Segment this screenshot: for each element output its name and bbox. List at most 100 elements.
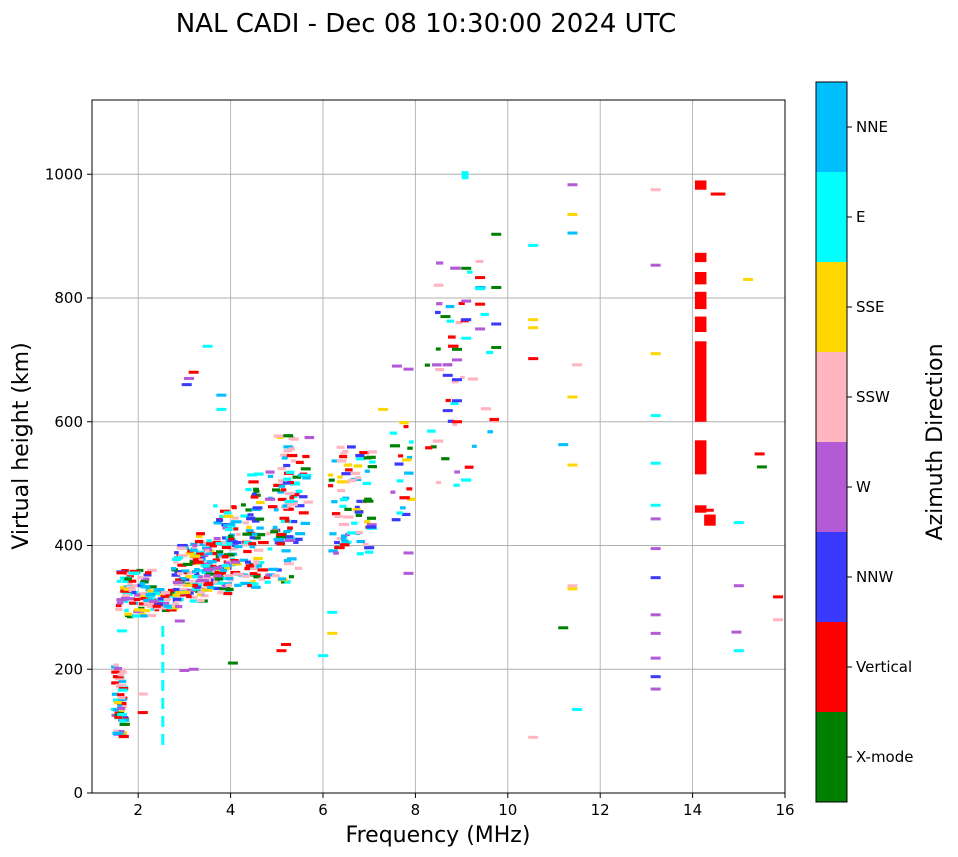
echo-point [137,692,148,696]
echo-point [528,735,539,739]
echo-mark [475,259,484,264]
echo-point [567,231,578,235]
echo-mark [116,683,127,687]
echo-mark [182,562,193,567]
echo-mark [486,350,494,355]
echo-mark [472,444,477,448]
echo-mark [118,729,125,734]
echo-point [117,629,128,633]
echo-point [650,517,661,521]
echo-point [567,463,578,467]
echo-mark [346,445,356,449]
echo-mark [328,478,335,482]
echo-mark [250,495,259,499]
echo-mark [164,597,171,602]
echo-mark [365,550,374,554]
echo-mark [336,545,345,550]
y-tick-label: 1000 [45,165,83,183]
echo-mark [215,541,223,546]
echo-mark [267,547,273,551]
echo-mark [283,562,294,566]
echo-mark [174,556,184,560]
echo-mark [213,521,223,525]
echo-mark [282,481,291,485]
echo-mark [196,532,205,536]
echo-mark [253,548,264,552]
echo-mark [400,506,406,510]
echo-mark [249,545,256,549]
echo-mark [347,478,357,483]
echo-point [567,584,578,588]
echo-point [773,595,784,599]
echo-mark [192,583,198,587]
echo-mark [253,556,263,561]
echo-mark [145,593,156,597]
echo-mark [347,531,356,535]
echo-mark [213,504,218,508]
echo-mark [450,401,459,406]
echo-mark [288,502,298,507]
echo-mark [289,496,295,500]
echo-mark [396,511,403,515]
echo-mark [356,552,364,556]
echo-mark [191,587,202,591]
echo-mark [399,496,410,500]
echo-mark [117,688,128,692]
echo-mark [201,570,210,575]
echo-mark [195,583,203,587]
echo-mark [185,594,191,598]
echo-point [650,461,661,465]
echo-mark [391,518,401,522]
echo-mark [121,593,130,598]
echo-mark [213,580,218,584]
echo-mark [223,514,234,518]
echo-mark [278,484,286,488]
echo-mark [206,542,213,546]
echo-segment [694,316,707,333]
echo-mark [277,497,287,502]
echo-mark [172,587,180,592]
echo-mark [120,589,131,593]
echo-mark [177,554,188,558]
echo-mark [344,507,352,511]
echo-point [461,266,472,270]
echo-mark [115,603,122,608]
echo-mark [279,516,290,520]
echo-mark [173,560,179,564]
echo-point [475,327,486,331]
echo-mark [334,540,340,545]
echo-mark [243,549,252,554]
echo-mark [172,602,180,607]
echo-mark [276,532,286,537]
echo-mark [221,564,229,568]
echo-mark [336,445,345,449]
echo-mark [189,579,195,583]
echo-mark [179,583,186,587]
echo-mark [285,470,295,474]
echo-mark [294,566,303,570]
echo-mark [205,572,216,576]
echo-mark [277,467,286,471]
echo-mark [341,539,349,543]
echo-mark [235,532,241,536]
echo-mark [111,681,119,685]
echo-mark [115,607,123,612]
echo-mark [119,708,126,712]
echo-mark [247,513,254,517]
echo-mark [119,719,126,723]
echo-mark [133,608,145,612]
echo-mark [172,580,184,584]
echo-point [491,322,502,326]
echo-mark [258,577,266,581]
echo-mark [356,499,363,503]
echo-point [184,376,195,380]
echo-mark [145,571,152,575]
echo-mark [250,532,260,536]
echo-mark [228,537,235,541]
echo-mark [200,558,206,562]
echo-segment [704,514,716,526]
echo-mark [253,575,261,579]
echo-mark [196,534,203,539]
echo-mark [152,604,161,608]
echo-mark [354,505,360,509]
